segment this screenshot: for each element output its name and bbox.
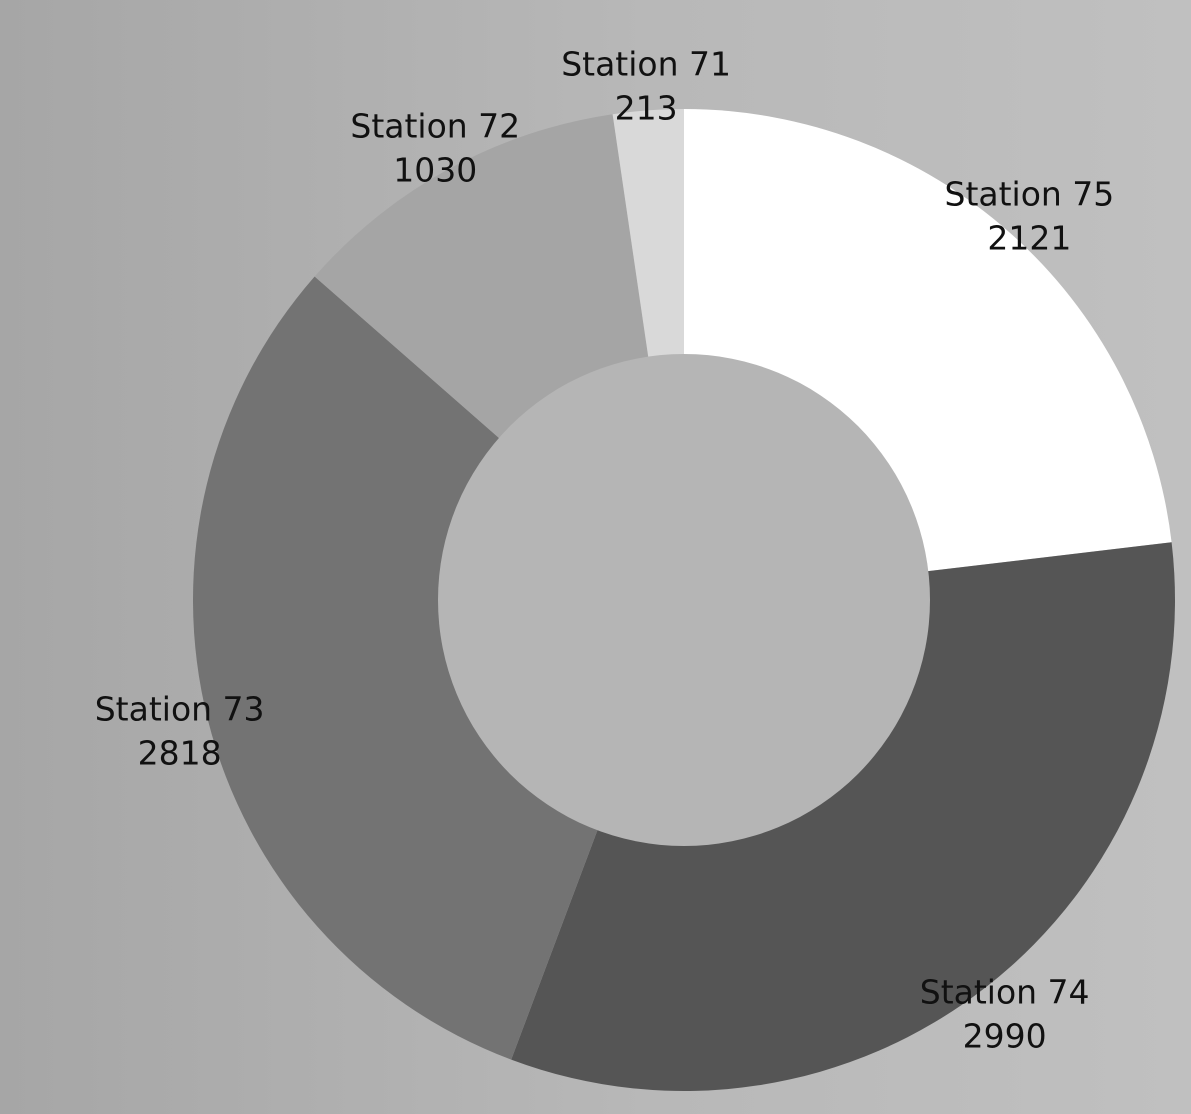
donut-hole [438, 354, 930, 846]
data-label-station-75: Station 75 2121 [945, 174, 1115, 257]
slice-name-label: Station 75 [945, 174, 1115, 213]
slice-name-label: Station 73 [95, 690, 265, 729]
data-label-station-71: Station 71 213 [561, 44, 731, 127]
slice-name-label: Station 71 [561, 44, 731, 83]
slice-name-label: Station 72 [350, 106, 520, 145]
slice-value-label: 2990 [963, 1016, 1047, 1055]
slice-station-73 [193, 276, 684, 1060]
data-label-station-73: Station 73 2818 [95, 690, 265, 773]
slice-value-label: 213 [615, 88, 678, 127]
data-label-station-72: Station 72 1030 [350, 106, 520, 189]
slice-name-label: Station 74 [920, 972, 1090, 1011]
data-label-station-74: Station 74 2990 [920, 972, 1090, 1055]
slice-value-label: 2121 [987, 218, 1071, 257]
slice-value-label: 2818 [138, 734, 222, 773]
slice-value-label: 1030 [393, 150, 477, 189]
